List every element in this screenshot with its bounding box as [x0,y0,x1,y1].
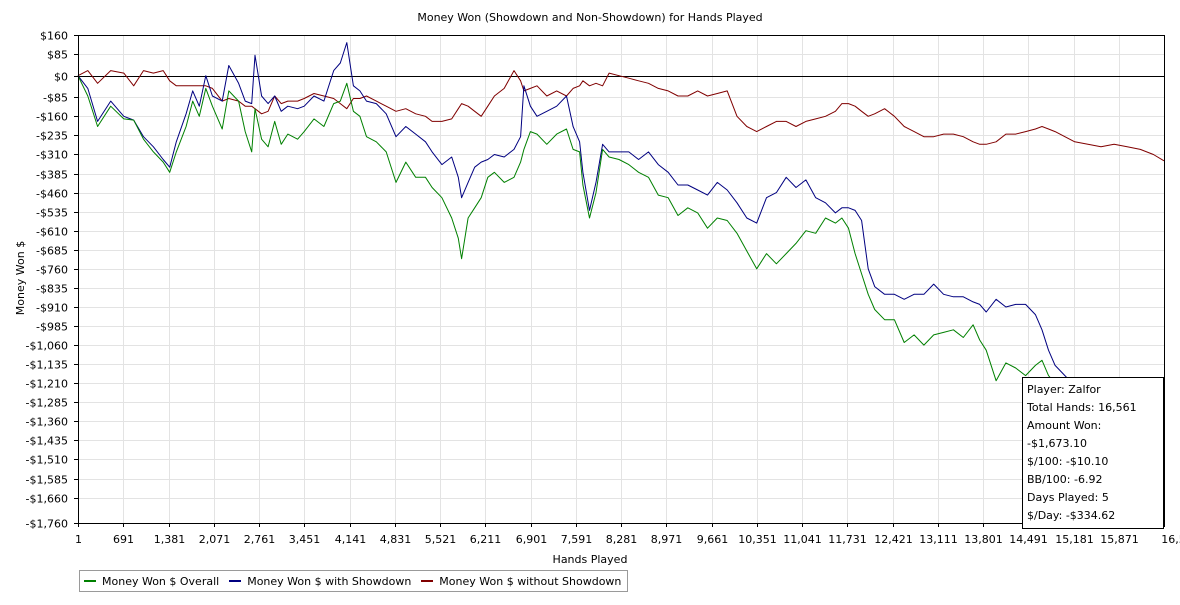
stats-amount-won: Amount Won: -$1,673.10 [1027,419,1102,450]
stats-tooltip: Player: Zalfor Total Hands: 16,561 Amoun… [1022,377,1164,529]
x-tick-label: 8,281 [606,533,638,546]
x-tick-label: 691 [113,533,134,546]
chart-title: Money Won (Showdown and Non-Showdown) fo… [417,11,762,24]
x-tick-label: 15,181 [1055,533,1094,546]
y-tick-label: $85 [47,49,68,62]
y-tick-label: -$85 [43,92,68,105]
y-tick-label: -$385 [36,169,68,182]
x-axis-label: Hands Played [553,553,628,566]
y-tick-label: -$1,285 [26,397,68,410]
y-tick-label: -$535 [36,207,68,220]
y-tick-label: -$685 [36,245,68,258]
y-tick-label: -$460 [36,188,68,201]
y-tick-label: -$610 [36,226,68,239]
y-tick-label: -$1,660 [26,493,68,506]
x-tick-label: 10,351 [738,533,777,546]
y-tick-label: -$160 [36,111,68,124]
x-tick-label: 8,971 [651,533,683,546]
x-tick-label: 6,901 [516,533,548,546]
series-line-0 [77,75,1165,502]
y-tick-label: -$985 [36,321,68,334]
y-tick-label: -$1,760 [26,518,68,531]
x-tick-label: 12,421 [874,533,913,546]
y-axis-ticks: $160 $85 $0 -$85 -$160 -$235 -$310 -$385 -$460 -$… [26,30,78,531]
x-tick-label: 1 [75,533,82,546]
legend-swatch-overall [84,580,96,582]
legend-label-non-showdown: Money Won $ without Showdown [439,574,622,588]
x-tick-label: 5,521 [425,533,457,546]
x-axis-ticks: 1 691 1,381 2,071 2,761 3,451 4,141 4,831 5,521 6… [75,523,1180,546]
y-tick-label: -$1,585 [26,474,68,487]
x-tick-label: 2,761 [244,533,276,546]
y-tick-label: -$235 [36,130,68,143]
x-tick-label: 13,801 [964,533,1003,546]
legend-swatch-showdown [229,580,242,582]
x-tick-label: 7,591 [561,533,593,546]
x-tick-label: 16,561 [1161,533,1180,546]
y-tick-label: $0 [54,71,68,84]
legend-item-showdown: Money Won $ with Showdown [229,575,411,588]
x-tick-label: 14,491 [1009,533,1048,546]
y-tick-label: -$1,435 [26,435,68,448]
y-tick-label: -$1,135 [26,359,68,372]
y-tick-label: -$1,510 [26,454,68,467]
legend-label-overall: Money Won $ Overall [102,574,220,588]
stats-days-played: Days Played: 5 [1027,491,1109,504]
x-tick-label: 2,071 [199,533,231,546]
stats-per-100: $/100: -$10.10 [1027,455,1109,468]
y-axis-label: Money Won $ [14,241,27,315]
grid [78,35,1165,524]
legend: Money Won $ Overall Money Won $ with Sho… [79,570,629,592]
y-tick-label: -$1,210 [26,378,68,391]
x-tick-label: 13,111 [919,533,958,546]
x-tick-label: 1,381 [154,533,186,546]
series-group [77,42,1165,502]
y-tick-label: -$910 [36,302,68,315]
stats-player: Player: Zalfor [1027,383,1101,396]
stats-bb-100: BB/100: -6.92 [1027,473,1103,486]
y-tick-label: -$1,060 [26,340,68,353]
y-tick-label: $160 [40,30,68,43]
x-tick-label: 11,731 [828,533,867,546]
legend-label-showdown: Money Won $ with Showdown [247,574,412,588]
legend-item-non-showdown: Money Won $ without Showdown [421,575,621,588]
stats-per-day: $/Day: -$334.62 [1027,509,1116,522]
x-tick-label: 4,141 [335,533,367,546]
y-tick-label: -$310 [36,149,68,162]
x-tick-label: 4,831 [380,533,412,546]
x-tick-label: 3,451 [289,533,321,546]
x-tick-label: 15,871 [1100,533,1139,546]
x-tick-label: 11,041 [783,533,822,546]
x-tick-label: 9,661 [697,533,729,546]
x-tick-label: 6,211 [470,533,502,546]
legend-swatch-non-showdown [421,580,434,582]
y-tick-label: -$835 [36,283,68,296]
y-tick-label: -$760 [36,264,68,277]
legend-item-overall: Money Won $ Overall [84,575,219,588]
stats-total-hands: Total Hands: 16,561 [1027,401,1137,414]
series-line-1 [77,42,1165,412]
y-tick-label: -$1,360 [26,416,68,429]
